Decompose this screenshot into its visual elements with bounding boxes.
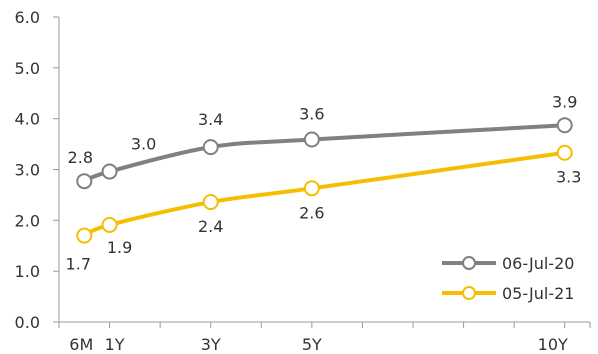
series-1-data-label: 3.9 xyxy=(552,92,577,111)
series-1-point xyxy=(556,117,573,134)
series-2-data-label: 1.7 xyxy=(66,255,91,274)
series-line-1 xyxy=(82,123,567,184)
series-2-data-label: 2.4 xyxy=(198,217,223,236)
legend-marker-1 xyxy=(462,256,476,270)
y-tick-label: 5.0 xyxy=(15,59,40,78)
chart-data-labels: 2.8 3.0 3.4 3.6 3.9 1.7 1.9 2.4 2.6 3.3 xyxy=(66,92,582,273)
series-1-data-label: 3.6 xyxy=(299,105,324,124)
series-2-data-label: 3.3 xyxy=(556,168,581,187)
series-2-data-label: 1.9 xyxy=(107,238,132,257)
legend-marker-2 xyxy=(462,286,476,300)
y-tick-label: 6.0 xyxy=(15,8,40,27)
series-2-point xyxy=(303,180,320,197)
y-tick-label: 4.0 xyxy=(15,110,40,129)
series-1-point xyxy=(76,173,93,190)
series-2-point xyxy=(556,144,573,161)
series-1-data-label: 3.0 xyxy=(131,135,156,154)
series-1-point xyxy=(101,163,118,180)
series-2-data-label: 2.6 xyxy=(299,203,324,222)
x-tick-label: 10Y xyxy=(538,335,568,354)
series-1-data-label: 2.8 xyxy=(68,148,93,167)
y-tick-label: 2.0 xyxy=(15,211,40,230)
series-1-data-label: 3.4 xyxy=(198,110,223,129)
legend-label-1: 06-Jul-20 xyxy=(502,254,574,273)
x-tick-label: 6M xyxy=(69,335,93,354)
chart-legend: 06-Jul-20 05-Jul-21 xyxy=(442,254,574,303)
x-tick-label: 1Y xyxy=(105,335,125,354)
series-2-point xyxy=(202,194,219,211)
y-tick-label: 3.0 xyxy=(15,161,40,180)
x-tick-label: 3Y xyxy=(201,335,221,354)
chart-series xyxy=(76,117,573,244)
series-2-point xyxy=(76,227,93,244)
series-1-point xyxy=(303,131,320,148)
y-tick-label: 1.0 xyxy=(15,262,40,281)
chart-axes: 0.0 1.0 2.0 3.0 4.0 5.0 6.0 6M 1Y 3Y 5Y 10Y xyxy=(15,8,591,354)
legend-label-2: 05-Jul-21 xyxy=(502,284,574,303)
series-2-point xyxy=(101,216,118,233)
series-1-point xyxy=(202,139,219,156)
y-tick-label: 0.0 xyxy=(15,313,40,332)
x-tick-label: 5Y xyxy=(302,335,322,354)
series-line-2 xyxy=(82,150,567,238)
